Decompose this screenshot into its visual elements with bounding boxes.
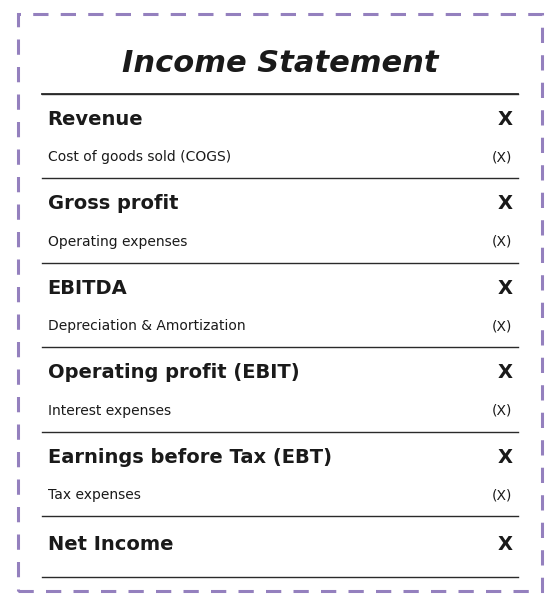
Text: X: X xyxy=(497,364,512,382)
Text: X: X xyxy=(497,194,512,213)
Text: Revenue: Revenue xyxy=(48,110,143,129)
Text: Net Income: Net Income xyxy=(48,536,173,554)
Text: X: X xyxy=(497,110,512,129)
Text: Operating expenses: Operating expenses xyxy=(48,235,187,249)
Text: (X): (X) xyxy=(492,404,512,418)
Text: Operating profit (EBIT): Operating profit (EBIT) xyxy=(48,364,299,382)
Text: Cost of goods sold (COGS): Cost of goods sold (COGS) xyxy=(48,150,231,164)
Text: Earnings before Tax (EBT): Earnings before Tax (EBT) xyxy=(48,448,332,467)
Text: Tax expenses: Tax expenses xyxy=(48,489,141,503)
Text: (X): (X) xyxy=(492,320,512,333)
Text: X: X xyxy=(497,448,512,467)
FancyBboxPatch shape xyxy=(18,14,542,591)
Text: Gross profit: Gross profit xyxy=(48,194,178,213)
Text: Income Statement: Income Statement xyxy=(122,49,438,78)
Text: EBITDA: EBITDA xyxy=(48,279,127,298)
Text: (X): (X) xyxy=(492,235,512,249)
Text: Depreciation & Amortization: Depreciation & Amortization xyxy=(48,320,245,333)
Text: X: X xyxy=(497,279,512,298)
Text: (X): (X) xyxy=(492,489,512,503)
Text: Interest expenses: Interest expenses xyxy=(48,404,171,418)
Text: X: X xyxy=(497,536,512,554)
Text: (X): (X) xyxy=(492,150,512,164)
